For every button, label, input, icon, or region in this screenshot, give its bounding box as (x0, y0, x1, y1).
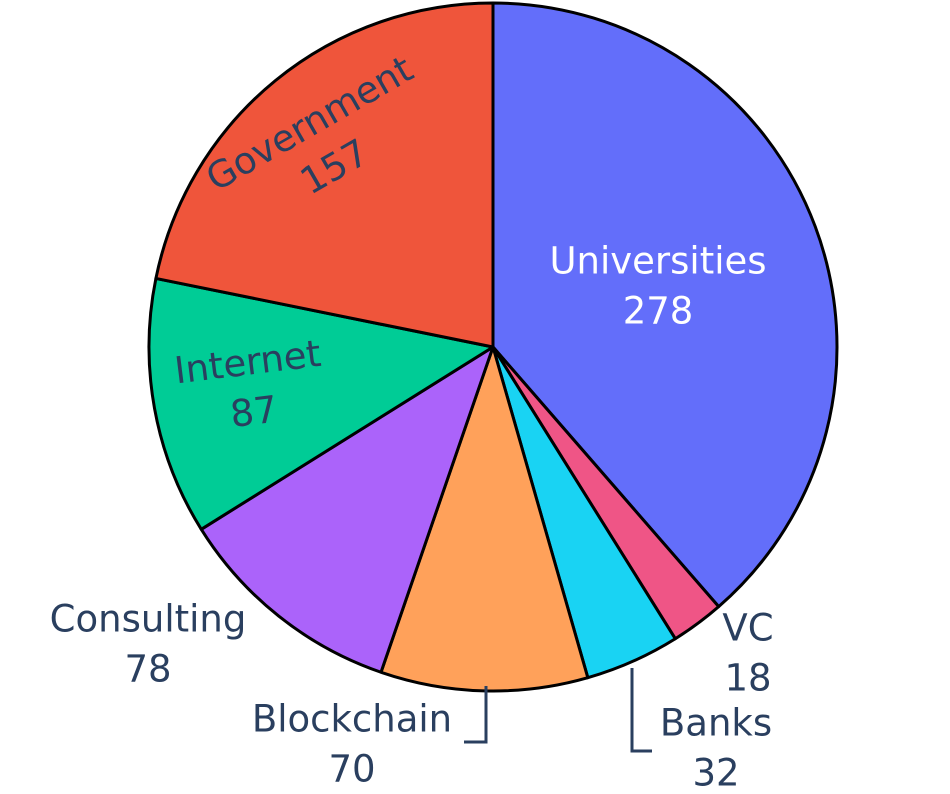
slice-consulting[interactable] (199, 345, 495, 674)
category-label: Universities (549, 240, 766, 283)
label-consulting: Consulting 78 (50, 598, 247, 691)
pie-slices (147, 1, 839, 693)
value-label: 32 (692, 752, 739, 794)
label-banks: Banks 32 (660, 702, 772, 794)
slice-government[interactable] (154, 1, 495, 349)
label-blockchain: Blockchain 70 (252, 698, 452, 791)
slice-blockchain[interactable] (379, 345, 590, 693)
leader-line-banks (630, 668, 652, 753)
label-vc: VC 18 (722, 607, 773, 700)
label-leader-lines (464, 668, 652, 753)
leader-line-blockchain (464, 686, 488, 744)
slice-universities[interactable] (491, 1, 839, 609)
category-label: Banks (660, 702, 772, 745)
category-label: VC (722, 607, 773, 650)
category-label: Consulting (50, 598, 247, 641)
category-label: Blockchain (252, 698, 452, 741)
value-label: 278 (623, 290, 694, 333)
value-label: 18 (724, 657, 771, 700)
value-label: 70 (328, 748, 375, 791)
value-label: 78 (124, 648, 171, 691)
value-label: 87 (228, 388, 280, 436)
slice-internet[interactable] (147, 276, 495, 531)
label-universities: Universities 278 (549, 240, 766, 333)
